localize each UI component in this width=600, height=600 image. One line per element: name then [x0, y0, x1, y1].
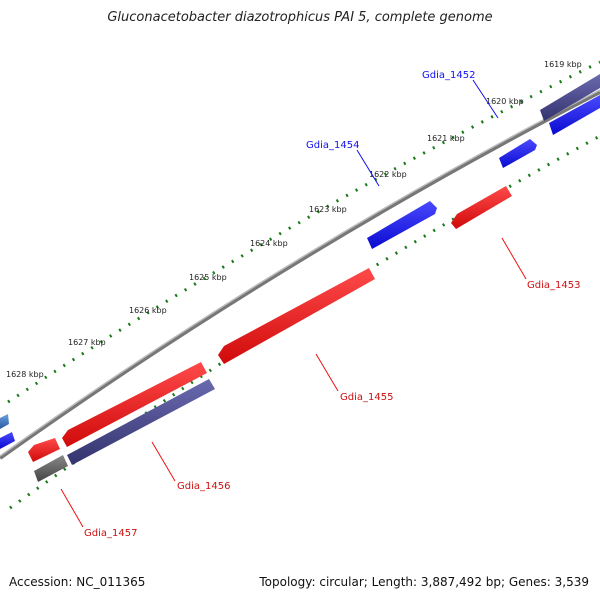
gene-feature-gdia-1457-red[interactable] — [28, 438, 60, 462]
kbp-label-1621: 1621 kbp — [427, 134, 465, 143]
kbp-label-1620: 1620 kbp — [486, 97, 524, 106]
kbp-label-1625: 1625 kbp — [189, 273, 227, 282]
gene-feature-left-edge-light[interactable] — [0, 414, 9, 429]
gene-feature-gdia-1457-gray[interactable] — [34, 455, 68, 482]
gene-feature-left-edge-blue[interactable] — [0, 432, 15, 449]
leader-gdia-1454 — [356, 149, 380, 187]
gene-feature-gdia-1454[interactable] — [367, 201, 437, 249]
kbp-label-1624: 1624 kbp — [250, 239, 288, 248]
backbone-arc-highlight — [0, 89, 600, 457]
kbp-label-1623: 1623 kbp — [309, 205, 347, 214]
kbp-label-1627: 1627 kbp — [68, 338, 106, 347]
leader-gdia-1452 — [472, 79, 499, 119]
gene-label-gdia-1453[interactable]: Gdia_1453 — [527, 280, 580, 291]
genome-summary-text: Topology: circular; Length: 3,887,492 bp… — [259, 575, 589, 589]
gene-label-gdia-1452[interactable]: Gdia_1452 — [422, 70, 475, 81]
kbp-label-1626: 1626 kbp — [129, 306, 167, 315]
leader-gdia-1457 — [60, 488, 84, 528]
gene-feature-gdia-1452[interactable] — [549, 95, 600, 135]
gene-label-gdia-1455[interactable]: Gdia_1455 — [340, 392, 393, 403]
leader-gdia-1453 — [501, 237, 527, 280]
gene-feature-gdia-1456-dark[interactable] — [67, 379, 215, 465]
kbp-label-1622: 1622 kbp — [369, 170, 407, 179]
kbp-label-1628: 1628 kbp — [6, 370, 44, 379]
gene-label-gdia-1454[interactable]: Gdia_1454 — [306, 140, 359, 151]
gene-label-gdia-1456[interactable]: Gdia_1456 — [177, 481, 230, 492]
leader-gdia-1455 — [315, 353, 339, 392]
gene-feature-gdia-1453[interactable] — [451, 186, 512, 229]
gene-label-gdia-1457[interactable]: Gdia_1457 — [84, 528, 137, 539]
gene-feature-blue-small[interactable] — [499, 139, 537, 168]
leader-gdia-1456 — [151, 441, 176, 482]
map-title: Gluconacetobacter diazotrophicus PAI 5, … — [107, 10, 493, 25]
inner-tick-ring — [9, 134, 600, 510]
gene-feature-gdia-1456-red[interactable] — [62, 362, 207, 447]
gene-feature-gdia-1455[interactable] — [218, 268, 375, 364]
outer-tick-ring — [7, 60, 600, 404]
kbp-label-1619: 1619 kbp — [544, 60, 582, 69]
accession-text: Accession: NC_011365 — [9, 575, 146, 589]
backbone-arc — [0, 90, 600, 460]
gene-feature-dark-top[interactable] — [540, 74, 600, 121]
